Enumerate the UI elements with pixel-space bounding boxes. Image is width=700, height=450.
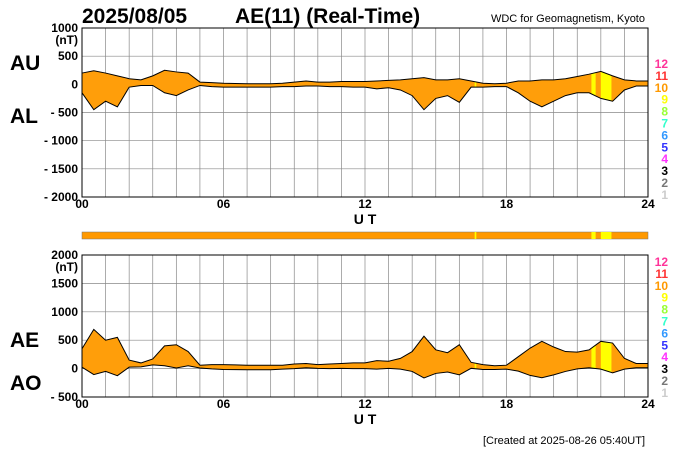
x-tick-label: 06: [217, 197, 231, 211]
line-ao: [81, 364, 648, 379]
area-fill-level-9: [591, 72, 596, 96]
line-al: [81, 84, 648, 111]
chart-date: 2025/08/05: [82, 5, 187, 28]
level-label-8: 8: [661, 105, 668, 119]
x-tick-label: 18: [500, 397, 514, 411]
area-fill: [82, 329, 648, 378]
level-label-10: 10: [655, 81, 669, 95]
level-label-7: 7: [661, 117, 668, 131]
x-tick-label: 24: [641, 197, 655, 211]
area-fill-level-9: [600, 341, 612, 373]
activity-bar: [81, 231, 649, 240]
plot-frame: [81, 254, 649, 398]
source-label: WDC for Geomagnetism, Kyoto: [491, 13, 645, 25]
level-label-12: 12: [655, 57, 669, 71]
y-tick-label: - 500: [51, 390, 79, 404]
level-label-6: 6: [661, 326, 668, 340]
activity-segment: [591, 232, 596, 239]
chart-title: AE(11) (Real-Time): [235, 5, 420, 28]
x-axis-label: U T: [354, 211, 377, 227]
area-fill-level-9: [474, 81, 477, 88]
plot-au-al: 1000 500 0 - 500 - 1000 - 1500 - 2000 (nT) 00 06 1…: [44, 21, 668, 227]
level-label-11: 11: [655, 267, 668, 281]
x-tick-label: 12: [358, 197, 372, 211]
x-tick-label: 12: [358, 397, 372, 411]
y-tick-label: 500: [58, 333, 78, 347]
x-tick-label: 18: [500, 197, 514, 211]
y-tick-label: - 2000: [44, 190, 78, 204]
level-label-3: 3: [661, 362, 668, 376]
y-unit-label: (nT): [55, 260, 78, 274]
y-tick-label: 1500: [51, 276, 78, 290]
y-tick-label: 1000: [51, 21, 78, 35]
level-label-1: 1: [661, 386, 668, 400]
y-tick-label: 0: [71, 362, 78, 376]
level-label-12: 12: [655, 255, 669, 269]
x-tick-label: 06: [217, 397, 231, 411]
activity-segment: [474, 232, 477, 239]
level-label-2: 2: [661, 176, 668, 190]
line-au: [81, 69, 648, 85]
label-au: AU: [10, 52, 40, 75]
plot-frame: [81, 27, 649, 198]
level-label-5: 5: [661, 338, 668, 352]
level-label-11: 11: [655, 69, 668, 83]
y-tick-label: 2000: [51, 248, 78, 262]
level-label-6: 6: [661, 128, 668, 142]
level-label-4: 4: [661, 152, 668, 166]
activity-bar-base: [81, 231, 649, 240]
label-ao: AO: [10, 372, 42, 395]
level-label-10: 10: [655, 279, 669, 293]
y-tick-label: - 500: [51, 106, 79, 120]
area-fill-level-9: [600, 71, 612, 101]
area-fill-level-9: [474, 363, 477, 369]
level-label-4: 4: [661, 350, 668, 364]
line-ae: [81, 328, 648, 367]
level-label-7: 7: [661, 315, 668, 329]
x-tick-label: 24: [641, 397, 655, 411]
created-label: [Created at 2025-08-26 05:40UT]: [483, 435, 645, 447]
x-tick-label: 00: [75, 197, 89, 211]
activity-segment: [600, 232, 612, 239]
y-unit-label: (nT): [55, 33, 78, 47]
label-ae: AE: [10, 329, 39, 352]
y-tick-label: 500: [58, 49, 78, 63]
x-axis-label: U T: [354, 411, 377, 427]
y-tick-label: 1000: [51, 305, 78, 319]
label-al: AL: [10, 105, 38, 128]
level-label-2: 2: [661, 374, 668, 388]
y-tick-label: 0: [71, 77, 78, 91]
level-label-3: 3: [661, 164, 668, 178]
y-tick-label: - 1500: [44, 162, 78, 176]
level-label-8: 8: [661, 303, 668, 317]
area-fill-level-9: [591, 345, 596, 369]
level-label-9: 9: [661, 93, 668, 107]
level-label-9: 9: [661, 291, 668, 305]
y-tick-label: - 1000: [44, 134, 78, 148]
level-label-1: 1: [661, 188, 668, 202]
level-label-5: 5: [661, 140, 668, 154]
x-tick-label: 00: [75, 397, 89, 411]
